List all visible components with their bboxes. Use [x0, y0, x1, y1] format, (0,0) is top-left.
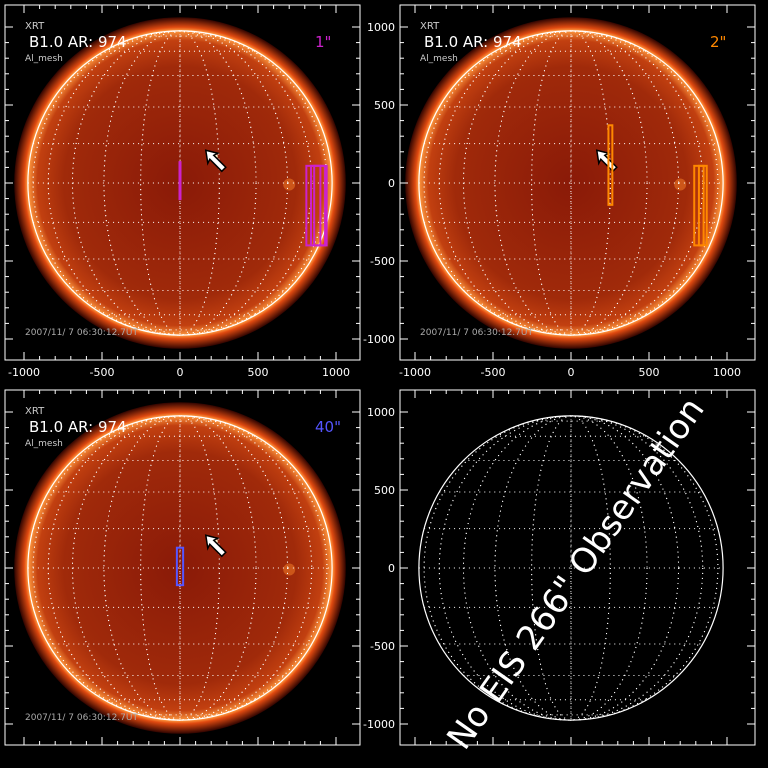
eis-raster-box	[607, 124, 614, 206]
filter-label: Al_mesh	[25, 54, 63, 64]
eis-raster-box	[313, 164, 328, 247]
filter-label: Al_mesh	[25, 439, 63, 449]
filter-label: Al_mesh	[420, 54, 458, 64]
x-tick-label: 500	[248, 366, 269, 379]
solar-limb	[27, 415, 333, 721]
longitude-line	[438, 415, 704, 721]
x-tick-label: -1000	[399, 366, 431, 379]
arrow-icon	[204, 534, 227, 558]
longitude-line	[47, 415, 313, 721]
x-tick-label: 500	[639, 366, 660, 379]
eis-raster-box	[697, 164, 708, 247]
y-tick-label: -1000	[363, 718, 395, 731]
x-tick-label: -500	[481, 366, 506, 379]
longitude-line	[32, 415, 328, 721]
timestamp-label: 2007/11/ 7 06:30:12.7UT	[25, 713, 138, 723]
x-tick-label: 0	[568, 366, 575, 379]
instrument-label: XRT	[420, 21, 440, 32]
panel-title: B1.0 AR: 974	[424, 33, 522, 51]
eis-raster-box	[175, 546, 185, 587]
y-tick-label: 1000	[367, 406, 395, 419]
timestamp-label: 2007/11/ 7 06:30:12.7UT	[25, 328, 138, 338]
longitude-line	[103, 415, 257, 721]
timestamp-label: 2007/11/ 7 06:30:12.7UT	[420, 328, 533, 338]
y-tick-label: 500	[374, 99, 395, 112]
x-tick-label: 1000	[322, 366, 350, 379]
y-tick-label: -1000	[363, 333, 395, 346]
panel-title: B1.0 AR: 974	[29, 418, 127, 436]
y-tick-label: 1000	[367, 21, 395, 34]
solar-limb	[418, 415, 724, 721]
y-tick-label: 500	[374, 484, 395, 497]
x-tick-label: 0	[177, 366, 184, 379]
bright-patch	[283, 178, 296, 191]
x-tick-label: -1000	[8, 366, 40, 379]
x-tick-label: 1000	[713, 366, 741, 379]
y-tick-label: 0	[388, 177, 395, 190]
bright-patch	[674, 178, 687, 191]
arrow-icon	[204, 149, 227, 173]
instrument-label: XRT	[25, 406, 45, 417]
bright-patch	[283, 563, 296, 576]
solar-limb	[27, 30, 333, 336]
y-tick-label: -500	[370, 255, 395, 268]
solar-limb	[418, 30, 724, 336]
panel-2: -1000 -1000 -500 -500 0 0 500 500 1000 1000 XRTB1.…	[363, 4, 756, 379]
panel-title: B1.0 AR: 974	[29, 33, 127, 51]
x-tick-label: -500	[90, 366, 115, 379]
y-tick-label: 0	[388, 562, 395, 575]
longitude-line	[103, 30, 257, 336]
y-tick-label: -500	[370, 640, 395, 653]
instrument-label: XRT	[25, 21, 45, 32]
slit-width-label: 1"	[315, 33, 331, 51]
slit-width-label: 40"	[315, 418, 341, 436]
slit-width-label: 2"	[710, 33, 726, 51]
